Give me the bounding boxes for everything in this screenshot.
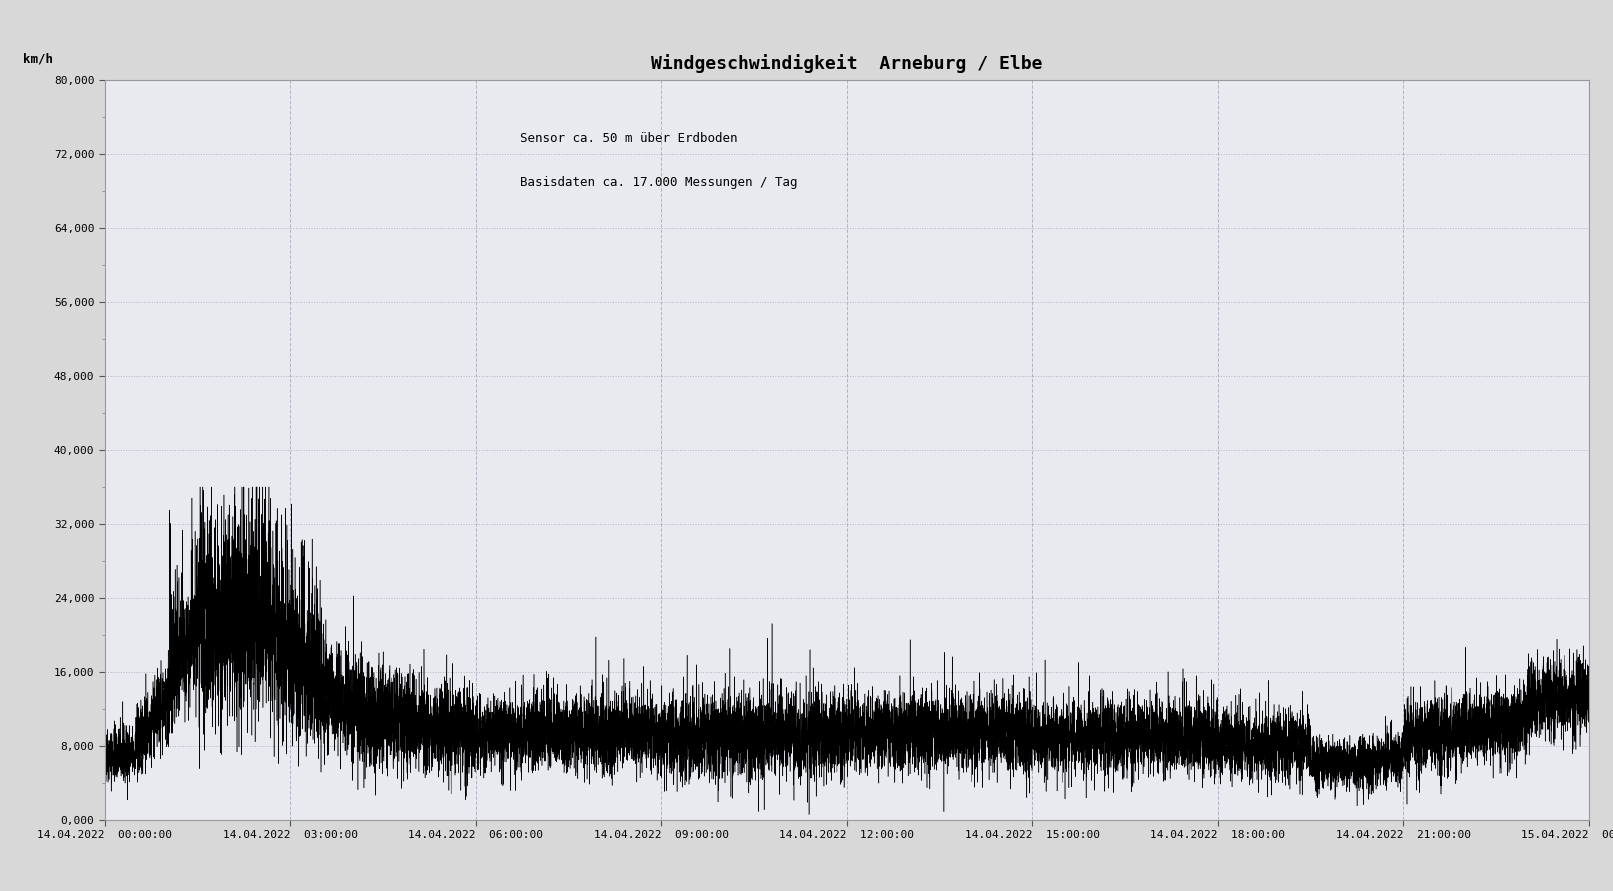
Title: Windgeschwindigkeit  Arneburg / Elbe: Windgeschwindigkeit Arneburg / Elbe (652, 54, 1042, 73)
Text: Basisdaten ca. 17.000 Messungen / Tag: Basisdaten ca. 17.000 Messungen / Tag (521, 176, 798, 189)
Text: Sensor ca. 50 m über Erdboden: Sensor ca. 50 m über Erdboden (521, 132, 737, 145)
Text: km/h: km/h (23, 53, 53, 65)
